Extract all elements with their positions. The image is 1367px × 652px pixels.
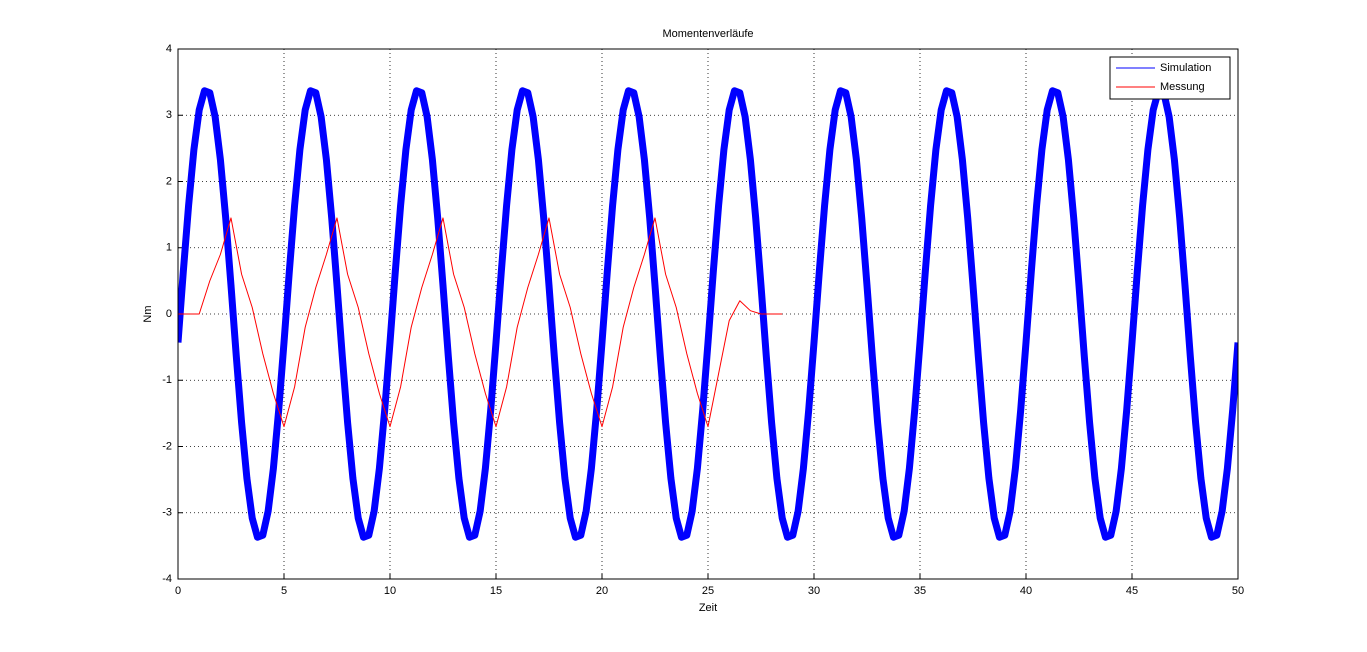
x-tick-label: 5 — [281, 585, 287, 597]
x-tick-label: 40 — [1020, 585, 1032, 597]
line-series — [178, 217, 783, 428]
x-tick-label: 20 — [596, 585, 608, 597]
y-tick-label: 4 — [166, 43, 172, 55]
y-tick-label: 3 — [166, 109, 172, 121]
x-tick-label: 35 — [914, 585, 926, 597]
x-tick-label: 30 — [808, 585, 820, 597]
y-tick-label: 0 — [166, 308, 172, 320]
x-axis-label: Zeit — [699, 602, 717, 614]
y-tick-label: 2 — [166, 175, 172, 187]
y-tick-label: -4 — [162, 573, 172, 585]
x-tick-label: 50 — [1232, 585, 1244, 597]
legend-box — [1109, 56, 1231, 100]
plot-frame — [177, 48, 1239, 580]
chart-title: Momentenverläufe — [662, 28, 753, 40]
x-tick-label: 10 — [384, 585, 396, 597]
y-tick-label: -2 — [162, 440, 172, 452]
x-tick-label: 0 — [175, 585, 181, 597]
legend-label: Simulation — [1160, 62, 1211, 74]
y-tick-label: -1 — [162, 374, 172, 386]
y-tick-label: -3 — [162, 507, 172, 519]
x-tick-label: 15 — [490, 585, 502, 597]
y-tick-label: 1 — [166, 242, 172, 254]
x-tick-label: 25 — [702, 585, 714, 597]
x-tick-label: 45 — [1126, 585, 1138, 597]
legend-label: Messung — [1160, 81, 1205, 93]
line-series — [178, 87, 1238, 541]
y-axis-label: Nm — [142, 305, 154, 322]
